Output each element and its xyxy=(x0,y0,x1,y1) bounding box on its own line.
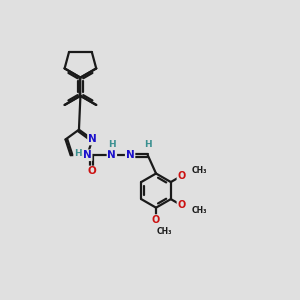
Text: CH₃: CH₃ xyxy=(157,227,172,236)
Text: N: N xyxy=(107,150,116,160)
Text: N: N xyxy=(88,134,97,144)
Text: CH₃: CH₃ xyxy=(192,166,207,175)
Text: O: O xyxy=(177,200,186,210)
Text: H: H xyxy=(74,149,82,158)
Text: H: H xyxy=(108,140,116,149)
Text: N: N xyxy=(83,150,92,160)
Text: H: H xyxy=(144,140,152,149)
Text: O: O xyxy=(88,167,96,176)
Text: O: O xyxy=(177,171,186,181)
Text: CH₃: CH₃ xyxy=(192,206,207,215)
Text: N: N xyxy=(126,150,134,160)
Text: O: O xyxy=(152,215,160,225)
